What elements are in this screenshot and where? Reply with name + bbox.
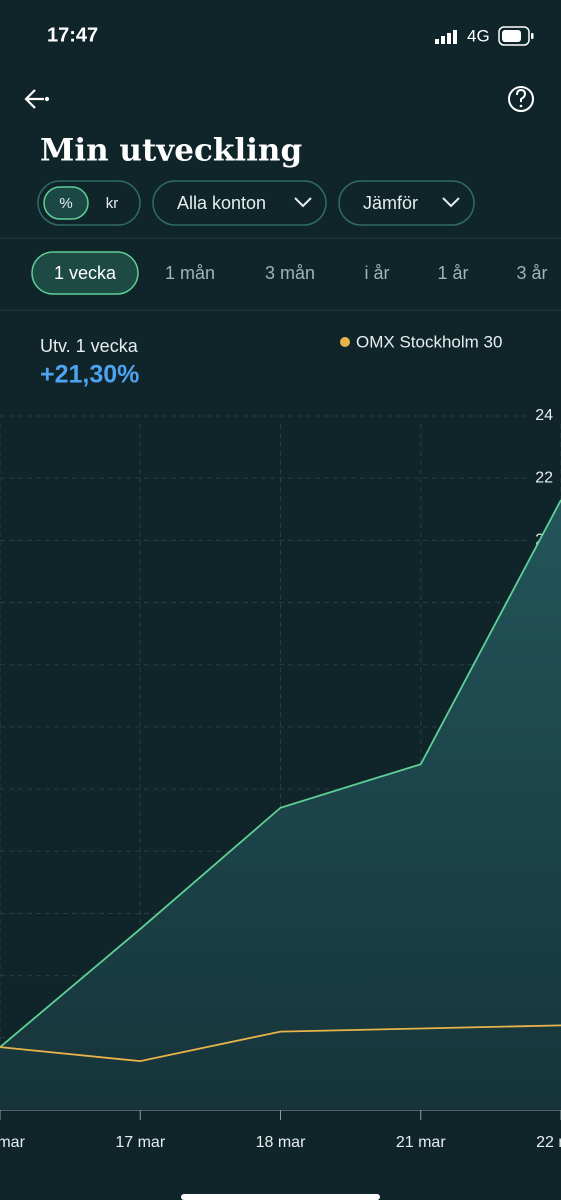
x-tick-label: 21 mar [396, 1134, 446, 1151]
unit-active [43, 186, 89, 220]
unit-option[interactable]: kr [106, 195, 119, 212]
help-button[interactable] [508, 86, 534, 112]
accounts-dropdown[interactable] [152, 180, 327, 226]
period-tab[interactable]: 3 mån [265, 263, 315, 283]
back-button[interactable] [24, 89, 50, 109]
period-tab[interactable]: 1 vecka [54, 263, 117, 283]
line [0, 499, 561, 1048]
signal-icon [435, 30, 457, 44]
compare-dropdown[interactable] [338, 180, 475, 226]
compare-label: Jämför [363, 193, 418, 213]
summary-label: Utv. 1 vecka [40, 336, 139, 356]
period-tab[interactable]: 1 år [437, 263, 468, 283]
x-tick-label: 16 mar [0, 1134, 26, 1151]
line [0, 1024, 561, 1063]
network-label: 4G [467, 26, 490, 45]
period-tab[interactable]: 3 år [516, 263, 547, 283]
area [0, 499, 561, 1111]
unit-toggle [37, 180, 141, 226]
x-tick-label: 18 mar [256, 1134, 306, 1151]
battery-icon [498, 26, 534, 46]
home-indicator [181, 1194, 380, 1200]
period-tab[interactable]: i år [364, 263, 389, 283]
unit-option[interactable]: % [59, 195, 72, 212]
tab-active [31, 251, 139, 295]
x-tick-label: 17 mar [115, 1134, 165, 1151]
summary-value: +21,30% [40, 361, 139, 389]
y-tick-label: 22 [535, 469, 553, 486]
page-title: Min utveckling [40, 133, 302, 169]
accounts-label: Alla konton [177, 193, 266, 213]
chevron [442, 197, 460, 208]
legend-dot [340, 337, 350, 347]
x-tick-label: 22 mar [536, 1134, 561, 1151]
chevron [294, 197, 312, 208]
period-tab[interactable]: 1 mån [165, 263, 215, 283]
legend-label: OMX Stockholm 30 [356, 332, 502, 351]
y-tick-label: 24 [535, 407, 553, 424]
status-time: 17:47 [47, 24, 98, 46]
